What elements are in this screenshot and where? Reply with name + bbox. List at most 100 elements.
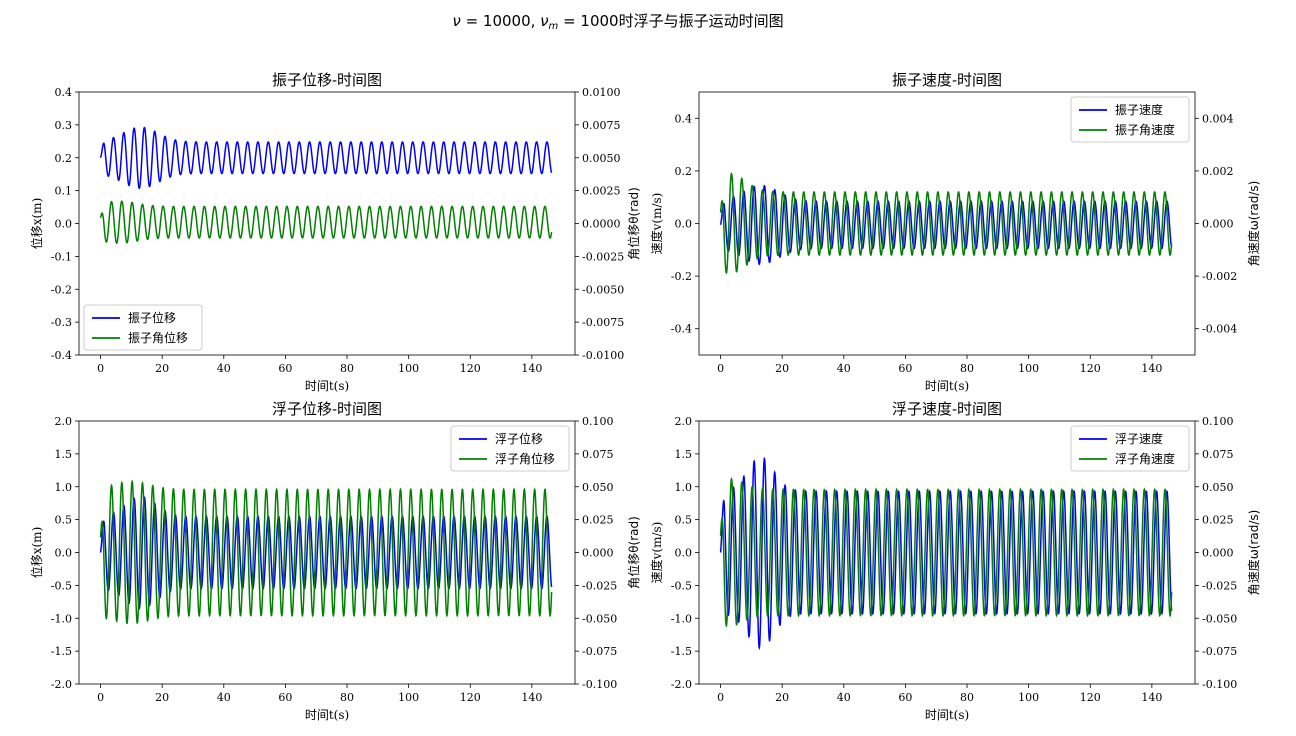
legend-entry: 振子速度: [1115, 102, 1163, 117]
x-tick-label: 80: [960, 691, 974, 704]
x-tick-label: 40: [837, 362, 851, 375]
y-right-tick-label: 0.000: [582, 547, 614, 560]
y-tick-label: 1.5: [675, 448, 693, 461]
x-tick-label: 0: [97, 362, 104, 375]
y-tick-label: -2.0: [671, 678, 692, 691]
x-tick-label: 80: [340, 362, 354, 375]
x-tick-label: 120: [1080, 362, 1101, 375]
series-line-2: [99, 479, 553, 625]
x-tick-label: 140: [521, 362, 542, 375]
y-axis-label: 位移x(m): [29, 198, 44, 250]
x-axis-label: 时间t(s): [925, 708, 969, 722]
y-tick-label: 0.3: [55, 119, 73, 132]
y-tick-label: 0.0: [675, 547, 693, 560]
y-tick-label: 1.5: [55, 448, 73, 461]
y-tick-label: -0.4: [671, 323, 692, 336]
legend-entry: 浮子速度: [1115, 431, 1163, 446]
y-tick-label: -1.5: [671, 645, 692, 658]
x-tick-label: 20: [155, 362, 169, 375]
x-tick-label: 100: [398, 691, 419, 704]
chart-panel-1: 振子位移-时间图 0 20 40 60 80 100 120 140 0.4 0.3 0.2 0.1 0.…: [29, 71, 641, 393]
y-tick-label: -1.5: [51, 645, 72, 658]
y-right-axis-label: 角位移θ(rad): [626, 187, 641, 260]
y-right-tick-label: -0.025: [582, 579, 617, 592]
x-tick-label: 20: [775, 362, 789, 375]
y-right-tick-label: 0.025: [1202, 514, 1234, 527]
y-tick-label: -1.0: [671, 612, 692, 625]
y-tick-label: -2.0: [51, 678, 72, 691]
y-right-tick-label: 0.050: [1202, 481, 1234, 494]
x-axis-label: 时间t(s): [305, 379, 349, 393]
x-tick-label: 80: [340, 691, 354, 704]
y-right-tick-label: 0.100: [1202, 415, 1234, 428]
legend-entry: 振子角速度: [1115, 122, 1175, 137]
y-axis-label: 速度v(m/s): [649, 522, 664, 584]
x-tick-label: 100: [398, 362, 419, 375]
y-right-tick-label: 0.0000: [582, 218, 621, 231]
legend-entry: 振子角位移: [128, 330, 188, 345]
legend-entry: 浮子位移: [495, 431, 543, 446]
y-tick-label: 0.5: [55, 514, 73, 527]
x-tick-label: 60: [278, 362, 292, 375]
chart-title: 振子速度-时间图: [892, 71, 1002, 89]
y-tick-label: 0.2: [55, 152, 73, 165]
y-tick-label: -0.1: [51, 250, 72, 263]
y-axis-label: 速度v(m/s): [649, 193, 664, 255]
y-right-tick-label: 0.050: [582, 481, 614, 494]
legend-entry: 浮子角位移: [495, 451, 555, 466]
y-right-axis-label: 角速度ω(rad/s): [1246, 510, 1261, 596]
y-right-tick-label: 0.002: [1202, 165, 1234, 178]
x-tick-label: 0: [97, 691, 104, 704]
y-right-tick-label: 0.000: [1202, 218, 1234, 231]
y-tick-label: 0.1: [55, 185, 73, 198]
y-tick-label: -0.4: [51, 349, 72, 362]
y-right-tick-label: 0.025: [582, 514, 614, 527]
y-right-tick-label: -0.0075: [582, 316, 624, 329]
y-right-axis-label: 角速度ω(rad/s): [1246, 181, 1261, 267]
x-tick-label: 40: [217, 362, 231, 375]
x-axis-label: 时间t(s): [925, 379, 969, 393]
x-axis-label: 时间t(s): [305, 708, 349, 722]
y-right-tick-label: 0.075: [1202, 448, 1234, 461]
series-line-1: [99, 126, 553, 190]
y-tick-label: 0.0: [55, 218, 73, 231]
y-right-tick-label: -0.025: [1202, 579, 1237, 592]
x-tick-label: 140: [521, 691, 542, 704]
legend-entry: 浮子角速度: [1115, 451, 1175, 466]
series-line-2: [719, 477, 1173, 628]
x-tick-label: 0: [717, 362, 724, 375]
chart-title: 振子位移-时间图: [272, 71, 382, 89]
y-right-tick-label: 0.0075: [582, 119, 621, 132]
y-right-tick-label: 0.075: [582, 448, 614, 461]
x-tick-label: 140: [1141, 691, 1162, 704]
series-line-1: [719, 456, 1173, 651]
x-tick-label: 60: [898, 362, 912, 375]
chart-title: 浮子速度-时间图: [892, 400, 1002, 418]
series-line-1: [99, 496, 553, 610]
series-line-1: [719, 184, 1173, 266]
x-tick-label: 0: [717, 691, 724, 704]
y-tick-label: -0.5: [51, 579, 72, 592]
y-right-tick-label: -0.0050: [582, 283, 624, 296]
x-tick-label: 60: [898, 691, 912, 704]
x-tick-label: 40: [217, 691, 231, 704]
y-right-tick-label: 0.0050: [582, 152, 621, 165]
y-axis-label: 位移x(m): [29, 527, 44, 579]
x-tick-label: 120: [460, 362, 481, 375]
y-tick-label: 0.0: [55, 547, 73, 560]
y-right-tick-label: -0.100: [1202, 678, 1237, 691]
y-tick-label: 2.0: [55, 415, 73, 428]
x-tick-label: 40: [837, 691, 851, 704]
y-tick-label: 1.0: [675, 481, 693, 494]
y-tick-label: -0.5: [671, 579, 692, 592]
y-right-tick-label: -0.0100: [582, 349, 624, 362]
y-tick-label: 2.0: [675, 415, 693, 428]
y-tick-label: -1.0: [51, 612, 72, 625]
y-right-tick-label: -0.050: [1202, 612, 1237, 625]
y-tick-label: -0.2: [51, 283, 72, 296]
y-tick-label: 1.0: [55, 481, 73, 494]
chart-panel-4: 浮子速度-时间图 0 20 40 60 80 100 120 140 2.0 1.5 1.0 0.5 0.…: [649, 400, 1261, 722]
